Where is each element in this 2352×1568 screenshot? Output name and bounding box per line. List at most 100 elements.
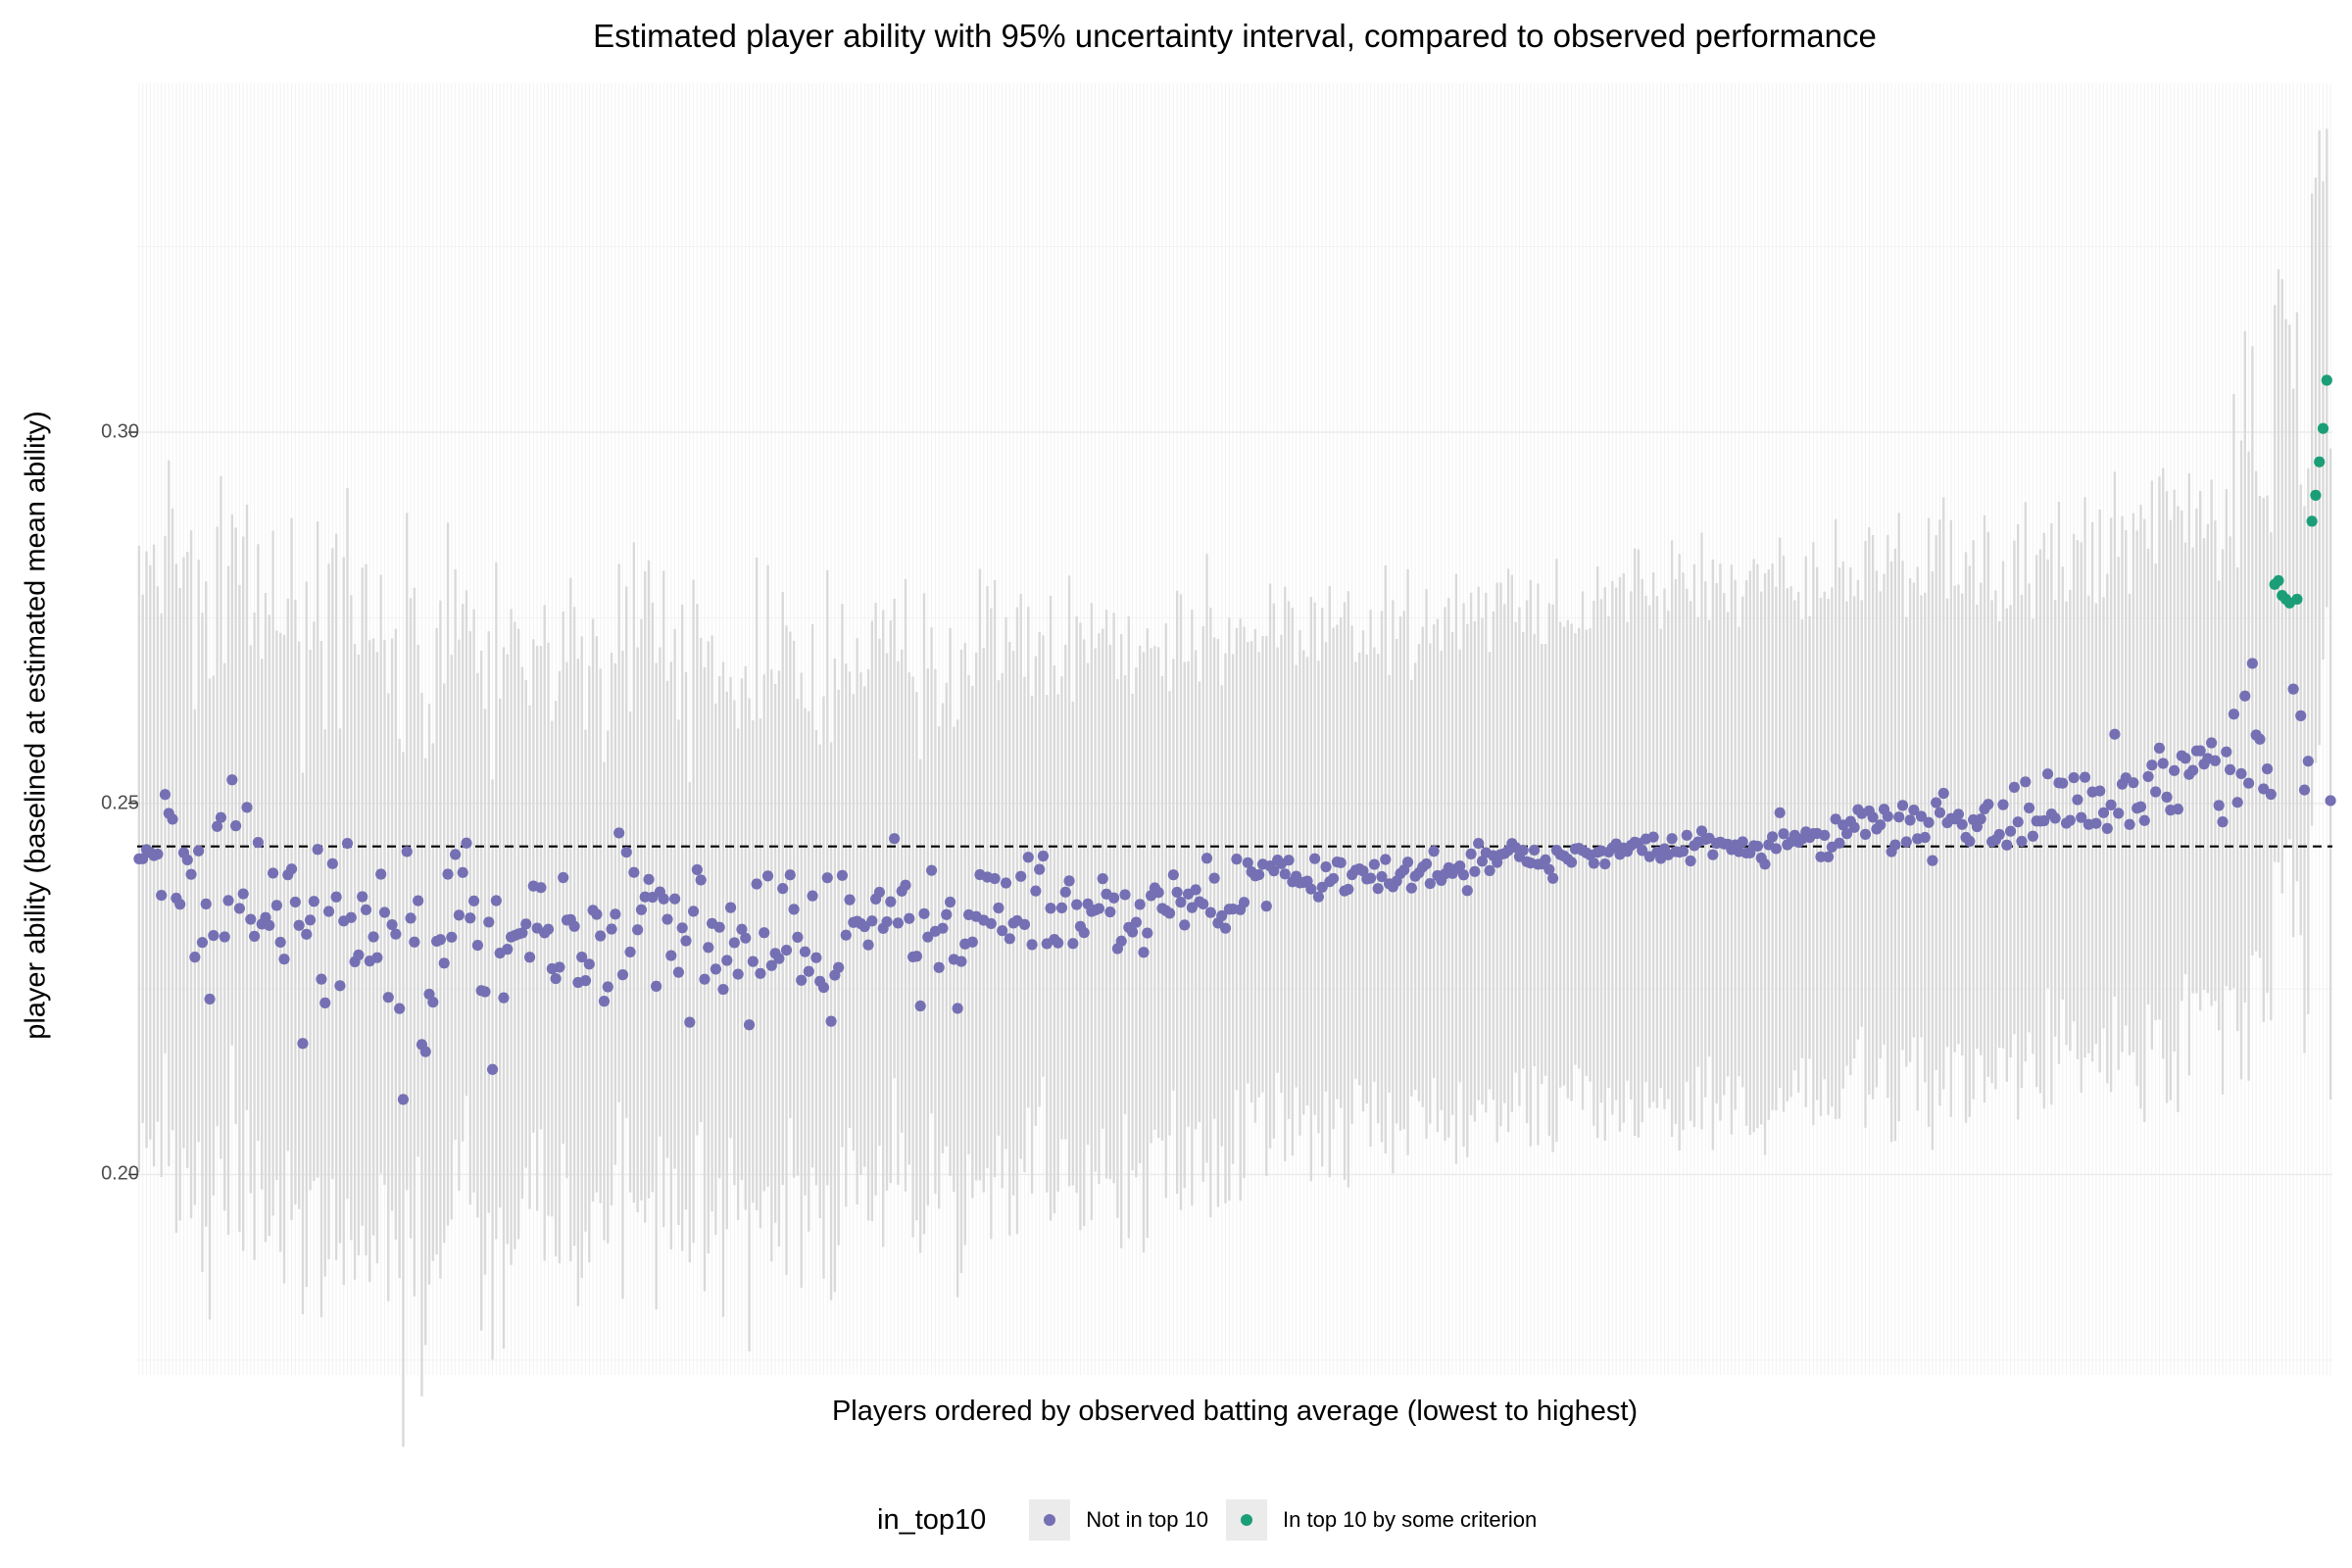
data-point (1190, 884, 1201, 896)
data-point (2001, 839, 2013, 851)
data-point (1198, 898, 1209, 910)
data-point (1875, 819, 1886, 831)
data-point (237, 888, 249, 900)
data-point (1309, 853, 1321, 864)
data-point (873, 886, 886, 899)
data-point (181, 854, 193, 866)
data-point (319, 997, 331, 1008)
data-point (1219, 922, 1232, 934)
data-point (2224, 763, 2236, 775)
data-point (2246, 658, 2258, 669)
legend-label: In top 10 by some criterion (1283, 1507, 1538, 1532)
data-point (520, 918, 532, 930)
data-point (1179, 919, 1191, 931)
data-point (743, 1019, 756, 1031)
data-point (1134, 899, 1146, 910)
data-point (1737, 836, 1748, 848)
data-point (918, 907, 930, 919)
data-point (1034, 863, 1046, 875)
data-point (2049, 812, 2061, 824)
data-point (427, 996, 439, 1008)
data-point (378, 906, 391, 918)
data-point (2287, 683, 2299, 695)
data-point (1171, 886, 1183, 899)
data-point (933, 961, 945, 973)
data-point (516, 927, 528, 939)
data-point (1376, 870, 1388, 883)
data-point (568, 920, 580, 932)
data-point (2038, 814, 2050, 827)
data-point (1200, 853, 1213, 864)
data-point (1956, 818, 1968, 830)
data-point (215, 811, 227, 823)
data-point (2172, 804, 2184, 815)
data-point (1915, 810, 1928, 822)
data-point (486, 1063, 499, 1075)
data-point (2008, 781, 2020, 793)
data-point (1428, 846, 1440, 858)
data-point-top10 (2273, 574, 2284, 587)
data-point (1208, 872, 1220, 884)
data-point (446, 931, 458, 943)
data-point (2209, 755, 2222, 766)
data-point (1067, 938, 1079, 950)
data-point (453, 909, 466, 921)
data-point (394, 1003, 406, 1014)
data-point (1751, 840, 1764, 853)
data-point (1484, 864, 1495, 876)
data-point (777, 883, 789, 895)
data-point (483, 916, 495, 928)
data-point (2023, 802, 2035, 814)
data-point (610, 908, 621, 920)
data-point (167, 813, 178, 825)
data-point (1104, 906, 1116, 918)
data-point (1770, 843, 1783, 855)
data-point (836, 869, 849, 881)
data-point (1830, 813, 1841, 825)
data-point (1457, 869, 1470, 881)
y-tick-label: 0.30 (101, 420, 139, 443)
data-point (345, 911, 357, 923)
data-point (1975, 813, 1986, 825)
legend-title: in_top10 (877, 1503, 987, 1536)
data-point (159, 789, 172, 801)
data-point (1882, 810, 1893, 822)
data-point (892, 917, 905, 929)
data-point (409, 936, 420, 948)
data-point (1186, 902, 1198, 913)
data-point (2295, 710, 2307, 721)
data-point (2012, 816, 2024, 828)
legend-item-top10: In top 10 by some criterion (1226, 1499, 1537, 1541)
data-point (651, 980, 662, 992)
data-point (1476, 856, 1489, 867)
data-point (204, 993, 216, 1005)
data-point (274, 936, 286, 949)
data-point (687, 906, 700, 917)
data-point (840, 929, 852, 941)
data-point (721, 955, 733, 966)
data-point (241, 802, 253, 813)
data-point (542, 923, 555, 935)
data-point (866, 915, 878, 927)
data-point (1368, 858, 1380, 870)
data-point (2004, 825, 2017, 837)
data-point (2153, 742, 2166, 754)
data-point (382, 992, 394, 1004)
data-point (502, 944, 514, 956)
data-point (1923, 816, 1935, 828)
data-point (796, 974, 808, 986)
data-point (1405, 882, 1417, 894)
data-point (937, 922, 949, 934)
data-point (2217, 816, 2229, 828)
data-point (1461, 885, 1473, 897)
data-point (2057, 777, 2069, 789)
data-point (792, 931, 804, 943)
data-point (2090, 817, 2102, 829)
legend-label: Not in top 10 (1086, 1507, 1209, 1532)
legend-marker (1044, 1514, 1056, 1526)
data-point (1018, 918, 1031, 930)
data-point (304, 914, 317, 926)
data-point (264, 919, 275, 931)
data-point (2101, 822, 2113, 834)
data-point (624, 946, 636, 958)
